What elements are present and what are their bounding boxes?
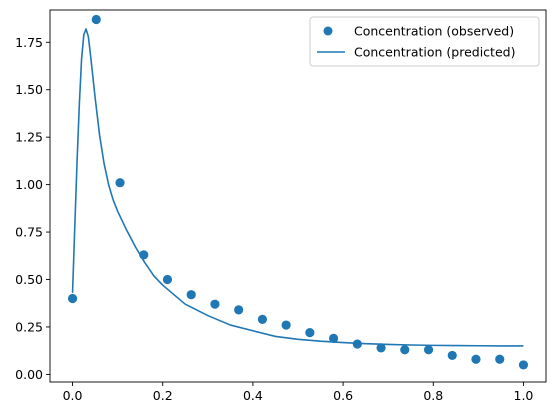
y-tick-label: 1.75 [15,35,43,50]
scatter-point-observed [210,299,220,309]
scatter-point-observed [234,305,244,315]
series-line-predicted [71,28,524,347]
scatter-point-observed [115,178,125,188]
y-tick-label: 0.75 [15,225,43,240]
scatter-point-observed [518,360,529,370]
y-tick-label: 0.25 [15,319,43,334]
y-tick-label: 1.00 [15,177,43,192]
scatter-point-observed [257,314,268,324]
scatter-point-observed [281,320,291,330]
legend-label-observed: Concentration (observed) [354,24,514,39]
series-layer [67,14,529,370]
scatter-point-observed [423,345,434,355]
axes-layer: 0.0 0.2 0.4 0.6 0.8 1.0 0.00 0.25 0.50 0.75 1.00 1.… [15,35,533,403]
scatter-point-observed [352,339,362,349]
legend-box [309,16,540,67]
plot-area [50,10,546,382]
scatter-point-observed [139,250,149,260]
x-tick-label: 1.0 [514,388,534,403]
scatter-point-observed [495,354,505,364]
x-tick-label: 0.2 [153,388,173,403]
y-tick-label: 0.50 [15,272,43,287]
legend-label-predicted: Concentration (predicted) [354,45,515,60]
x-tick-label: 0.6 [333,388,353,403]
y-tick-label: 1.25 [15,130,43,145]
scatter-point-observed [305,328,315,338]
scatter-point-observed [91,14,101,25]
scatter-point-observed [162,274,173,285]
scatter-point-observed [67,293,78,304]
x-tick-label: 0.0 [63,388,83,403]
scatter-point-observed [186,290,196,300]
scatter-point-observed [328,333,339,343]
scatter-point-observed [471,354,481,364]
x-tick-label: 0.8 [423,388,443,403]
x-tick-label: 0.4 [243,388,263,403]
scatter-point-observed [376,343,386,353]
y-tick-label: 0.00 [15,367,43,382]
y-tick-label: 1.50 [15,82,43,97]
scatter-point-observed [400,345,410,355]
legend-marker-observed [323,26,333,36]
plot-frame [49,9,547,383]
legend: Concentration (observed) Concentration (… [309,16,540,67]
scatter-point-observed [447,350,457,361]
